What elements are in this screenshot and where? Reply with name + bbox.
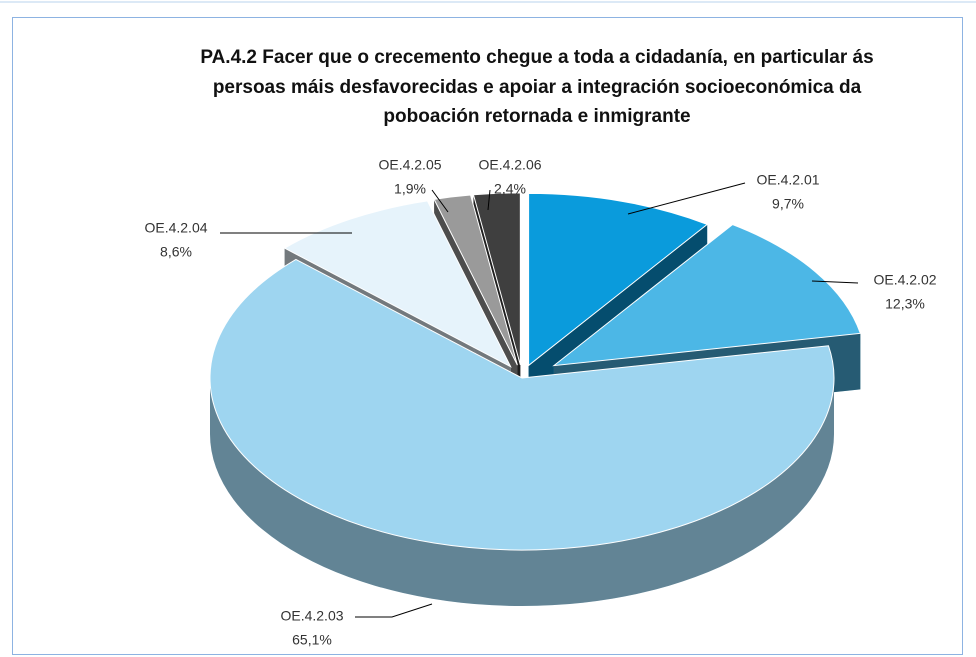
slice-value-label: 8,6% (160, 244, 192, 260)
slice-side-shade (210, 378, 834, 606)
leader-line (487, 189, 491, 211)
leader-line (811, 280, 859, 284)
pie-slice (209, 258, 835, 551)
pie-slice (433, 194, 518, 366)
slice-value-label: 1,9% (394, 181, 426, 197)
slice-label: OE.4.2.02 (873, 272, 936, 288)
slice-value-label: 12,3% (885, 296, 925, 312)
chart-title: PA.4.2 Facer que o crecemento chegue a t… (200, 47, 873, 68)
slice-side (210, 378, 834, 606)
slice-value-label: 2,4% (494, 181, 526, 197)
leader-line (627, 182, 746, 215)
chart-title: persoas máis desfavorecidas e apoiar a i… (213, 77, 862, 98)
slice-label: OE.4.2.04 (144, 220, 207, 236)
slice-label: OE.4.2.03 (280, 608, 343, 624)
slice-label: OE.4.2.01 (756, 172, 819, 188)
leader-line (431, 189, 449, 213)
chart-title: poboación retornada e inmigrante (383, 106, 690, 127)
slice-label: OE.4.2.06 (478, 157, 541, 173)
leader-line (355, 603, 433, 618)
pie-slice (552, 224, 862, 367)
slice-value-label: 9,7% (772, 196, 804, 212)
pie-slice (528, 192, 709, 367)
slice-label: OE.4.2.05 (378, 157, 441, 173)
slice-value-label: 65,1% (292, 632, 332, 648)
pie-slice (283, 200, 512, 368)
chart-frame (12, 17, 963, 655)
pie-slice (472, 192, 521, 365)
